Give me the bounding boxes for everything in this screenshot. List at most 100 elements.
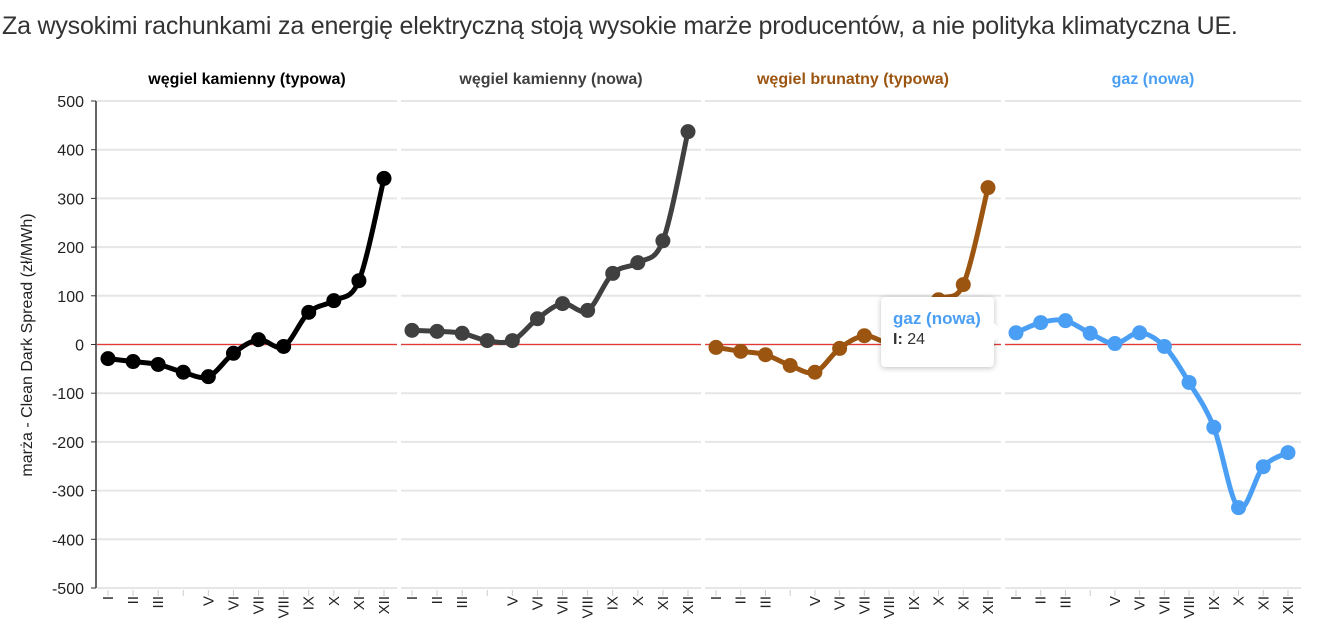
x-tick-label: VI — [225, 596, 242, 610]
data-point — [351, 273, 367, 289]
data-point — [150, 356, 166, 372]
panel-2: węgiel kamienny (nowa)I II III V VI VII VIII IX… — [401, 71, 701, 619]
x-tick-label: XII — [376, 596, 393, 614]
x-tick-label: V — [200, 596, 217, 606]
x-tick-label: XI — [955, 596, 972, 610]
tooltip-value: 24 — [907, 331, 926, 348]
data-point — [708, 339, 724, 355]
y-tick-label: 200 — [57, 240, 84, 257]
data-point — [580, 302, 596, 318]
data-point — [529, 311, 545, 327]
x-tick-label: III — [454, 596, 471, 609]
y-tick-label: -200 — [52, 435, 84, 452]
panel-title: węgiel kamienny (typowa) — [147, 71, 345, 88]
data-point — [856, 328, 872, 344]
x-tick-label: IX — [605, 596, 622, 610]
x-tick-label: I — [100, 596, 117, 600]
x-tick-label: X — [630, 596, 647, 606]
data-point — [555, 296, 571, 312]
data-point — [454, 325, 470, 341]
data-point — [1033, 315, 1049, 331]
data-point — [1280, 445, 1296, 461]
data-point — [326, 293, 342, 309]
data-point — [733, 343, 749, 359]
x-tick-label: I — [708, 596, 725, 600]
panel-title: gaz (nowa) — [1112, 71, 1195, 88]
x-tick-label: VII — [251, 596, 268, 614]
x-tick-label: XI — [655, 596, 672, 610]
data-point — [832, 340, 848, 356]
data-point — [782, 357, 798, 373]
x-tick-label: X — [326, 596, 343, 606]
data-point — [429, 323, 445, 339]
data-point — [1255, 459, 1271, 475]
series-line — [411, 131, 691, 346]
x-tick-label: II — [1033, 596, 1050, 604]
data-point — [1181, 374, 1197, 390]
x-tick-label: VI — [1132, 596, 1149, 610]
x-tick-label: VIII — [881, 596, 898, 619]
data-point — [125, 354, 141, 370]
y-tick-label: -100 — [52, 386, 84, 403]
panel-4: gaz (nowa)I II III V VI VII VIII IX X XI XII — [1005, 71, 1301, 619]
data-point — [630, 255, 646, 271]
tooltip: gaz (nowa) I: 24 — [881, 297, 1003, 367]
x-tick-label: XII — [680, 596, 697, 614]
x-tick-label: XI — [351, 596, 368, 610]
y-tick-label: -400 — [52, 532, 84, 549]
x-tick-label: II — [125, 596, 142, 604]
x-tick-label: VI — [529, 596, 546, 610]
data-point — [376, 170, 392, 186]
data-point — [1231, 500, 1247, 516]
x-tick-label: VII — [1156, 596, 1173, 614]
data-point — [404, 322, 420, 338]
x-tick-label: X — [1231, 596, 1248, 606]
x-tick-label: VI — [832, 596, 849, 610]
data-point — [1132, 325, 1148, 341]
x-tick-label: VII — [555, 596, 572, 614]
data-point — [1107, 336, 1123, 352]
data-point — [276, 338, 292, 354]
data-point — [301, 304, 317, 320]
data-point — [504, 333, 520, 349]
x-tick-label: IX — [301, 596, 318, 610]
series-line — [107, 177, 387, 381]
data-point — [1156, 338, 1172, 354]
x-tick-label: VIII — [580, 596, 597, 619]
x-tick-label: II — [733, 596, 750, 604]
data-point — [605, 265, 621, 281]
x-tick-label: XI — [1255, 596, 1272, 610]
panel-title: węgiel kamienny (nowa) — [458, 71, 642, 88]
data-point — [955, 277, 971, 293]
chart-title: Za wysokimi rachunkami za energię elektr… — [2, 12, 1238, 40]
y-axis-label: marża - Clean Dark Spread (zł/MWh) — [19, 213, 36, 476]
panel-1: węgiel kamienny (typowa)I II III V VI VII VIII… — [97, 71, 397, 619]
data-point — [200, 369, 216, 385]
x-tick-label: II — [429, 596, 446, 604]
x-tick-label: X — [931, 596, 948, 606]
y-tick-label: -500 — [52, 581, 84, 598]
data-point — [251, 332, 267, 348]
x-tick-label: IX — [906, 596, 923, 610]
x-tick-label: IX — [1206, 596, 1223, 610]
y-tick-label: 400 — [57, 143, 84, 160]
data-point — [1082, 325, 1098, 341]
data-point — [1206, 419, 1222, 435]
tooltip-series: gaz (nowa) — [893, 309, 981, 328]
data-point — [757, 347, 773, 363]
x-tick-label: XII — [980, 596, 997, 614]
data-point — [807, 364, 823, 380]
data-point — [1008, 325, 1024, 341]
tooltip-label: I: — [893, 331, 903, 348]
y-tick-label: -300 — [52, 484, 84, 501]
x-tick-label: VIII — [1181, 596, 1198, 619]
y-tick-label: 0 — [75, 338, 84, 355]
x-tick-label: VII — [856, 596, 873, 614]
x-tick-label: VIII — [276, 596, 293, 619]
y-tick-label: 300 — [57, 191, 84, 208]
data-point — [479, 333, 495, 349]
data-point — [980, 180, 996, 196]
x-tick-label: I — [404, 596, 421, 600]
y-tick-label: 100 — [57, 289, 84, 306]
